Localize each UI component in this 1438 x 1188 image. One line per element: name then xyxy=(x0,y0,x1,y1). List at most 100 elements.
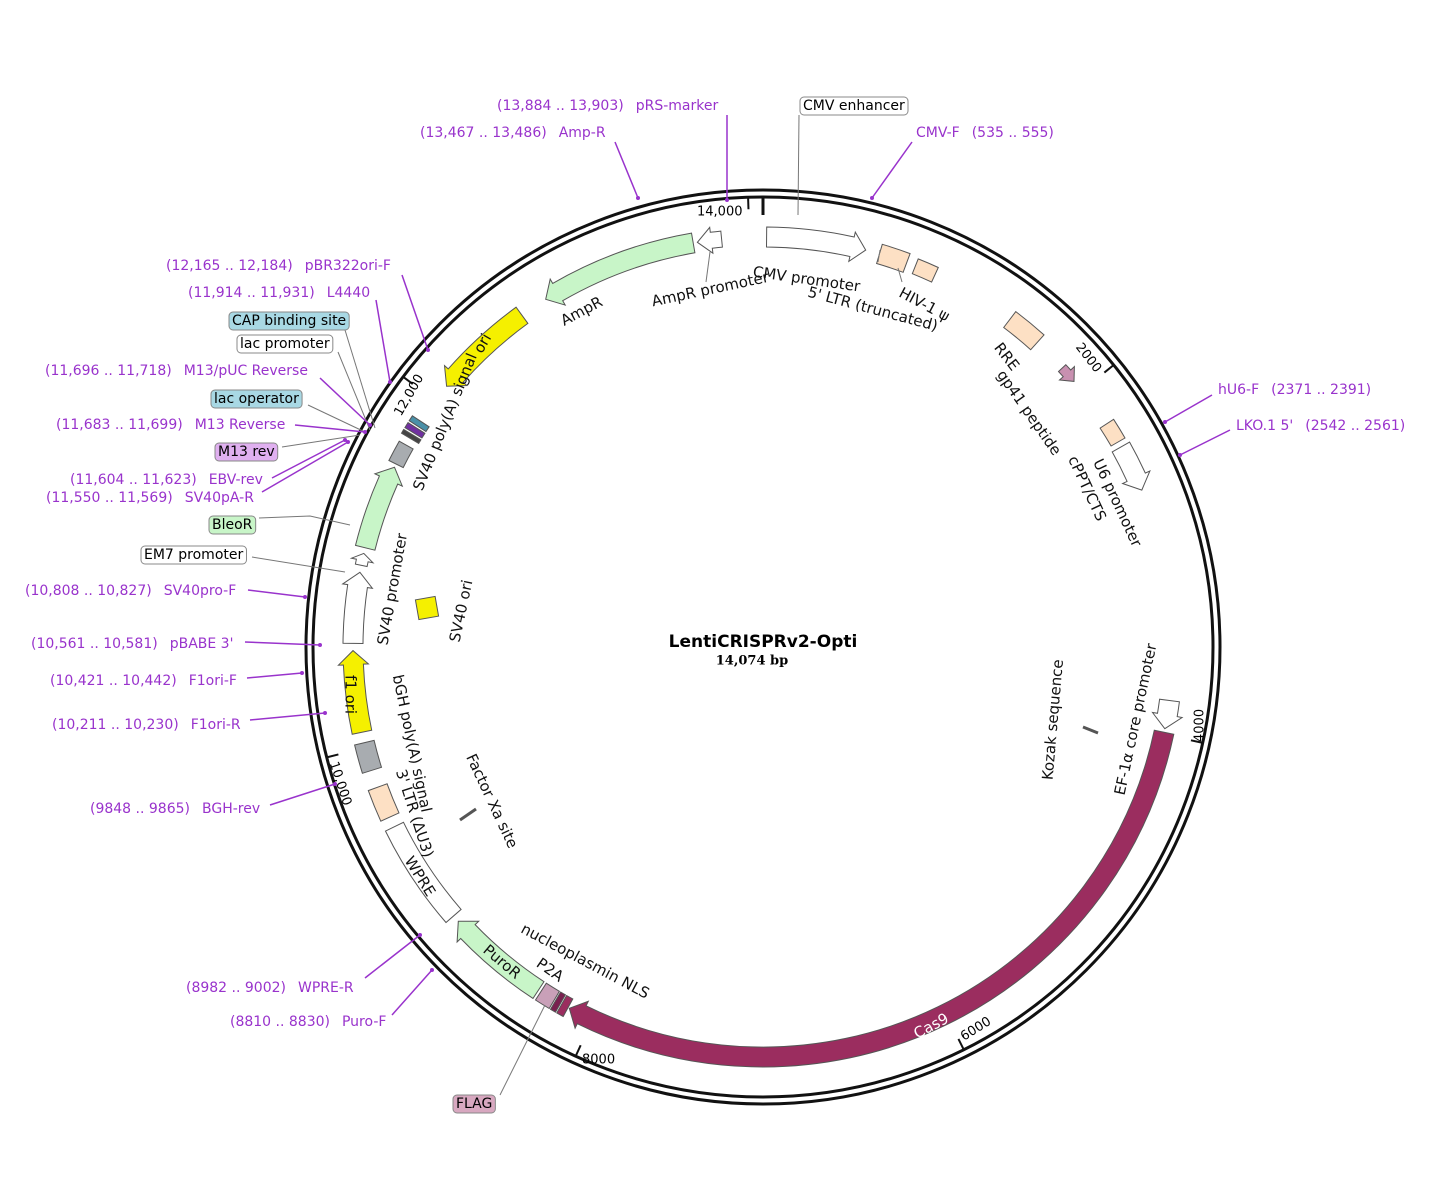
kozak-mark xyxy=(1082,725,1099,735)
label-text: FLAG xyxy=(456,1096,492,1112)
primer-site xyxy=(388,380,392,384)
ampr xyxy=(545,232,696,306)
primer-name: SV40pro-F xyxy=(164,583,237,599)
primer-site xyxy=(318,643,322,647)
primer-range: (12,165 .. 12,184) xyxy=(166,258,293,274)
leader-line xyxy=(337,351,371,431)
label-box xyxy=(228,311,350,331)
ruler-label: 14,000 xyxy=(697,205,743,220)
primer-name: L4440 xyxy=(327,285,370,301)
primer-site xyxy=(636,196,640,200)
ltr-3 xyxy=(367,783,400,822)
primer-site xyxy=(333,782,337,786)
primer-name: BGH-rev xyxy=(202,801,260,817)
sv40-promoter xyxy=(341,571,374,645)
primer-range: (10,561 .. 10,581) xyxy=(31,636,158,652)
primer-line xyxy=(246,672,303,679)
primer-name: WPRE-R xyxy=(298,980,354,996)
label-box xyxy=(214,442,279,462)
primer-label: (8982 .. 9002) WPRE-R xyxy=(186,980,354,996)
primer-name: pRS-marker xyxy=(636,98,719,114)
ruler-label: 8000 xyxy=(582,1053,615,1068)
label-text: lac operator xyxy=(214,391,299,407)
primer-name: Amp-R xyxy=(559,125,606,141)
stripe xyxy=(400,428,422,445)
primer-range: (2542 .. 2561) xyxy=(1305,418,1405,434)
primer-line xyxy=(261,441,349,493)
primer-name: M13 Reverse xyxy=(195,417,286,433)
leader-line xyxy=(281,434,361,448)
boxed-label: M13 rev xyxy=(214,442,279,462)
flag xyxy=(549,991,567,1013)
primer-line xyxy=(319,377,371,426)
f1-ori xyxy=(337,649,373,735)
primer-line xyxy=(271,439,346,479)
primer-line xyxy=(244,641,321,646)
ruler-label: 4000 xyxy=(1193,709,1208,742)
primer-line xyxy=(375,299,391,383)
primer-site xyxy=(368,423,372,427)
primer-label: (11,683 .. 11,699) M13 Reverse xyxy=(56,417,285,433)
primer-label: (13,467 .. 13,486) Amp-R xyxy=(420,125,606,141)
map-size: 14,074 bp xyxy=(716,654,788,669)
leader-line xyxy=(897,267,903,283)
primer-site xyxy=(346,440,350,444)
primer-range: (11,604 .. 11,623) xyxy=(70,472,197,488)
ruler-tick xyxy=(1190,739,1202,744)
primer-line xyxy=(249,712,326,721)
bgh-polya xyxy=(353,739,383,774)
label-box xyxy=(210,389,303,409)
primer-name: Puro-F xyxy=(342,1014,386,1030)
primer-label: (10,421 .. 10,442) F1ori-F xyxy=(50,673,237,689)
primer-range: (10,211 .. 10,230) xyxy=(52,717,179,733)
leader-line xyxy=(797,114,800,216)
primer-label: (11,914 .. 11,931) L4440 xyxy=(188,285,370,301)
primer-range: (2371 .. 2391) xyxy=(1271,382,1371,398)
primer-range: (9848 .. 9865) xyxy=(90,801,190,817)
primer-label: (13,884 .. 13,903) pRS-marker xyxy=(497,98,718,114)
sv40-ori-mark xyxy=(414,595,440,621)
puror xyxy=(456,920,545,1000)
ruler-tick xyxy=(575,1044,582,1056)
primer-line xyxy=(1179,429,1231,456)
cmv-promoter xyxy=(765,226,867,263)
leader-line xyxy=(258,515,351,526)
primer-site xyxy=(725,198,729,202)
primer-line xyxy=(247,589,306,598)
label-box xyxy=(208,515,257,535)
primer-label: (11,550 .. 11,569) SV40pA-R xyxy=(46,490,254,506)
primer-label: (10,561 .. 10,581) pBABE 3' xyxy=(31,636,233,652)
primer-line xyxy=(294,424,366,433)
bleor xyxy=(354,466,404,551)
primer-site xyxy=(303,595,307,599)
boxed-label: lac operator xyxy=(210,389,303,409)
ori xyxy=(443,306,529,387)
ruler-tick xyxy=(957,1038,965,1050)
map-title: LentiCRISPRv2-Opti xyxy=(669,632,858,652)
u6-promoter xyxy=(1111,441,1151,491)
rre xyxy=(1002,310,1045,351)
leader-line xyxy=(307,404,366,433)
primer-line xyxy=(269,783,336,806)
hiv-psi xyxy=(911,258,939,283)
primer-site xyxy=(430,968,434,972)
stripe xyxy=(408,415,430,433)
primer-name: SV40pA-R xyxy=(185,490,254,506)
ruler-tick xyxy=(327,753,339,759)
primer-range: (10,421 .. 10,442) xyxy=(50,673,177,689)
primer-label: (12,165 .. 12,184) pBR322ori-F xyxy=(166,258,391,274)
primer-range: (13,467 .. 13,486) xyxy=(420,125,547,141)
primer-label: (8810 .. 8830) Puro-F xyxy=(230,1014,386,1030)
boxed-label: FLAG xyxy=(452,1094,496,1114)
primer-site xyxy=(418,933,422,937)
primer-line xyxy=(871,141,913,199)
primer-label: (9848 .. 9865) BGH-rev xyxy=(90,801,260,817)
leader-line xyxy=(499,1004,546,1096)
ltr-5 xyxy=(875,243,911,273)
ef1a-promoter xyxy=(1151,698,1184,730)
label-box xyxy=(799,96,909,116)
label-text: EM7 promoter xyxy=(144,547,243,563)
label-text: CAP binding site xyxy=(232,313,346,329)
primer-label: CMV-F (535 .. 555) xyxy=(916,125,1054,141)
